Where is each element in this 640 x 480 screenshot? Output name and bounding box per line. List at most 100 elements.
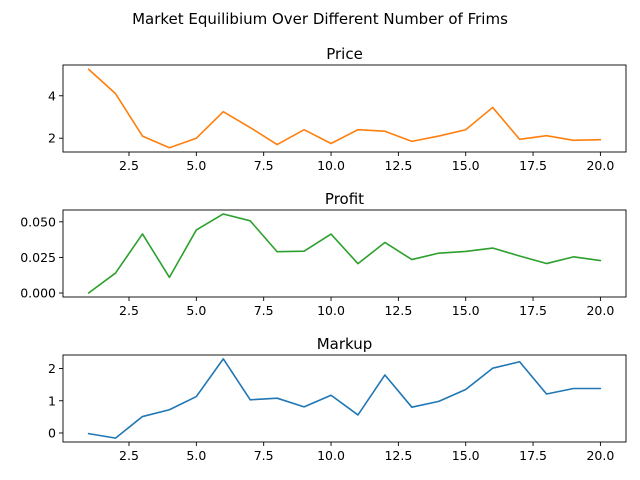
profit-point bbox=[546, 263, 548, 265]
price-ytick-label: 4 bbox=[48, 88, 56, 103]
price-point bbox=[357, 129, 359, 131]
markup-subplot: Markup 2.5 5.0 7.5 10.0 12.5 15.0 17.5 20.0 0 1 2 bbox=[48, 335, 627, 463]
markup-point bbox=[357, 414, 359, 416]
profit-xtick-label: 20.0 bbox=[586, 303, 614, 318]
profit-point bbox=[465, 251, 467, 253]
markup-ytick-label: 1 bbox=[48, 393, 56, 408]
markup-axes-frame bbox=[62, 354, 627, 443]
profit-point bbox=[519, 255, 521, 257]
profit-point bbox=[249, 220, 251, 222]
price-point bbox=[276, 144, 278, 146]
profit-point bbox=[384, 242, 386, 244]
price-xtick-label: 17.5 bbox=[519, 158, 547, 173]
markup-point bbox=[222, 358, 224, 360]
markup-xtick-label: 7.5 bbox=[254, 448, 274, 463]
profit-xtick-label: 2.5 bbox=[119, 303, 139, 318]
markup-xtick-label: 15.0 bbox=[452, 448, 480, 463]
markup-point bbox=[492, 367, 494, 369]
markup-point bbox=[88, 433, 90, 435]
profit-xtick-label: 10.0 bbox=[317, 303, 345, 318]
markup-xtick-label: 17.5 bbox=[519, 448, 547, 463]
price-point bbox=[492, 107, 494, 109]
profit-xtick-label: 5.0 bbox=[186, 303, 206, 318]
profit-xtick-label: 7.5 bbox=[254, 303, 274, 318]
markup-point bbox=[303, 406, 305, 408]
markup-point bbox=[196, 396, 198, 398]
price-xtick-label: 10.0 bbox=[317, 158, 345, 173]
markup-point bbox=[384, 374, 386, 376]
profit-point bbox=[573, 256, 575, 258]
price-xtick-label: 7.5 bbox=[254, 158, 274, 173]
price-point bbox=[546, 135, 548, 137]
price-point bbox=[519, 138, 521, 140]
profit-point bbox=[196, 229, 198, 231]
profit-ytick-label: 0.050 bbox=[20, 214, 56, 229]
price-subplot: Price 2.5 5.0 7.5 10.0 12.5 15.0 17.5 20.0 2 4 bbox=[48, 45, 627, 173]
profit-xtick-label: 12.5 bbox=[384, 303, 412, 318]
markup-point bbox=[411, 406, 413, 408]
price-axes-frame bbox=[62, 64, 627, 153]
profit-point bbox=[115, 272, 117, 274]
markup-point bbox=[330, 394, 332, 396]
markup-point bbox=[249, 399, 251, 401]
price-xtick-label: 5.0 bbox=[186, 158, 206, 173]
profit-xtick-label: 15.0 bbox=[452, 303, 480, 318]
profit-point bbox=[438, 252, 440, 254]
markup-xtick-label: 2.5 bbox=[119, 448, 139, 463]
price-point bbox=[411, 141, 413, 143]
price-point bbox=[384, 130, 386, 132]
profit-point bbox=[276, 251, 278, 253]
profit-point bbox=[411, 259, 413, 261]
markup-ytick-label: 2 bbox=[48, 361, 56, 376]
profit-point bbox=[330, 233, 332, 235]
markup-point bbox=[546, 393, 548, 395]
profit-series-line bbox=[87, 213, 602, 294]
profit-point bbox=[169, 277, 171, 279]
markup-ytick-label: 0 bbox=[48, 425, 56, 440]
profit-point bbox=[600, 260, 602, 262]
profit-point bbox=[222, 213, 224, 215]
price-point bbox=[115, 93, 117, 95]
price-point bbox=[600, 139, 602, 141]
markup-point bbox=[573, 388, 575, 390]
price-ytick-label: 2 bbox=[48, 131, 56, 146]
price-xtick-label: 15.0 bbox=[452, 158, 480, 173]
price-point bbox=[169, 147, 171, 149]
profit-point bbox=[142, 233, 144, 235]
markup-point bbox=[600, 388, 602, 390]
price-point bbox=[303, 129, 305, 131]
markup-title: Markup bbox=[317, 335, 373, 353]
markup-point bbox=[115, 437, 117, 439]
price-point bbox=[222, 111, 224, 113]
price-point bbox=[88, 68, 90, 70]
markup-point bbox=[142, 416, 144, 418]
profit-title: Profit bbox=[325, 190, 364, 208]
price-point bbox=[142, 135, 144, 137]
profit-ytick-label: 0.000 bbox=[20, 286, 56, 301]
profit-point bbox=[357, 263, 359, 265]
markup-xtick-label: 12.5 bbox=[384, 448, 412, 463]
price-series-line bbox=[87, 68, 602, 149]
markup-point bbox=[519, 361, 521, 363]
profit-point bbox=[88, 292, 90, 294]
profit-point bbox=[492, 247, 494, 249]
profit-xtick-label: 17.5 bbox=[519, 303, 547, 318]
price-xtick-label: 2.5 bbox=[119, 158, 139, 173]
markup-point bbox=[169, 409, 171, 411]
profit-axes-frame bbox=[62, 209, 627, 298]
profit-ytick-label: 0.025 bbox=[20, 250, 56, 265]
profit-point bbox=[303, 250, 305, 252]
price-point bbox=[330, 143, 332, 145]
markup-xtick-label: 5.0 bbox=[186, 448, 206, 463]
markup-point bbox=[438, 401, 440, 403]
markup-point bbox=[276, 397, 278, 399]
profit-subplot: Profit 2.5 5.0 7.5 10.0 12.5 15.0 17.5 20.0 0.000… bbox=[20, 190, 627, 318]
markup-xtick-label: 20.0 bbox=[586, 448, 614, 463]
price-title: Price bbox=[326, 45, 363, 63]
markup-point bbox=[465, 389, 467, 391]
price-xtick-label: 20.0 bbox=[586, 158, 614, 173]
price-point bbox=[249, 127, 251, 129]
markup-series-line bbox=[87, 358, 602, 439]
price-point bbox=[573, 140, 575, 142]
